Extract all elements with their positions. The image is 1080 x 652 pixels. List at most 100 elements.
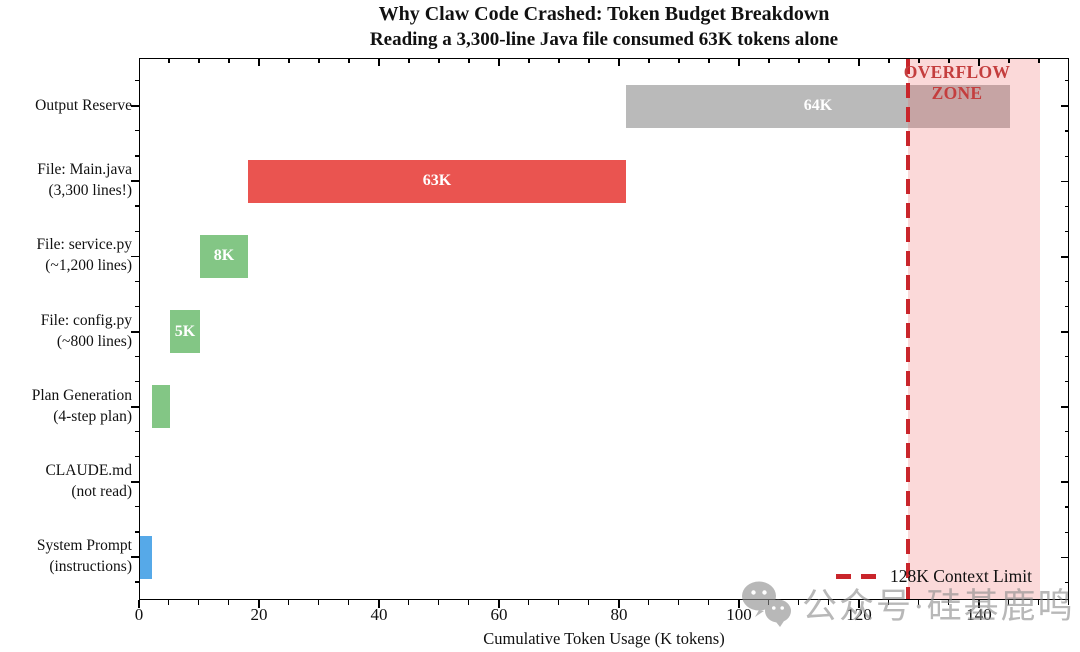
y-major-tick (131, 255, 139, 258)
y-right-tick (1064, 356, 1069, 358)
x-top-tick (198, 58, 200, 63)
bar-file-service-py: 8K (200, 234, 248, 278)
x-tick-label: 80 (610, 605, 628, 624)
dashed-line-legend-sample (836, 574, 876, 579)
y-right-tick (1064, 80, 1069, 82)
x-tick-label: 20 (250, 605, 268, 624)
x-minor-tick (768, 600, 770, 605)
y-tick-label: File: Main.java (3,300 lines!) (0, 159, 132, 201)
y-right-tick (1064, 205, 1069, 207)
x-top-tick (528, 58, 530, 63)
x-minor-tick (948, 600, 950, 605)
x-top-tick (588, 58, 590, 63)
bar-value-label: 5K (174, 322, 196, 340)
x-top-tick (498, 58, 501, 66)
y-axis-labels: Output Reserve File: Main.java (3,300 line… (0, 58, 132, 600)
bar-plan-generation (152, 385, 170, 429)
y-tick-label-line: (not read) (71, 483, 132, 500)
x-minor-tick (168, 600, 170, 605)
y-minor-tick (134, 280, 139, 282)
x-top-tick (648, 58, 650, 63)
x-top-tick (678, 58, 680, 63)
x-minor-tick (318, 600, 320, 605)
bar-file-main-java: 63K (248, 159, 626, 203)
y-right-tick (1061, 481, 1069, 484)
x-tick-label: 140 (966, 605, 992, 624)
overflow-zone-label: OVERFLOW ZONE (892, 62, 1022, 104)
x-minor-tick (918, 600, 920, 605)
x-minor-tick (348, 600, 350, 605)
y-minor-tick (134, 581, 139, 583)
y-minor-tick (134, 531, 139, 533)
x-top-tick (828, 58, 830, 63)
y-tick-label: CLAUDE.md (not read) (0, 460, 132, 502)
x-top-tick (288, 58, 290, 63)
bar-value-label: 8K (213, 247, 235, 265)
y-minor-tick (134, 130, 139, 132)
legend: 128K Context Limit (836, 566, 1032, 587)
x-minor-tick (1068, 600, 1070, 605)
x-minor-tick (828, 600, 830, 605)
overflow-zone-text-line: ZONE (931, 83, 983, 103)
y-right-tick (1061, 105, 1069, 108)
x-major-tick (618, 600, 621, 608)
x-minor-tick (468, 600, 470, 605)
x-tick-label: 0 (134, 605, 144, 624)
x-minor-tick (888, 600, 890, 605)
x-major-tick (498, 600, 501, 608)
x-top-tick (438, 58, 440, 63)
y-minor-tick (134, 456, 139, 458)
y-right-tick (1064, 506, 1069, 508)
x-top-tick (768, 58, 770, 63)
y-minor-tick (134, 355, 139, 358)
x-minor-tick (708, 600, 710, 605)
y-minor-tick (134, 155, 139, 157)
x-top-tick (798, 58, 800, 63)
x-minor-tick (798, 600, 800, 605)
y-major-tick (131, 556, 139, 559)
overflow-zone (908, 59, 1040, 599)
x-major-tick (738, 600, 741, 608)
y-major-tick (131, 180, 139, 183)
y-tick-label: File: config.py (~800 lines) (0, 310, 132, 352)
x-minor-tick (288, 600, 290, 605)
y-right-tick (1061, 180, 1069, 183)
y-right-tick (1064, 381, 1069, 383)
y-major-tick (131, 406, 139, 408)
y-major-tick (131, 105, 139, 107)
bar-system-prompt (140, 535, 152, 579)
y-right-tick (1064, 130, 1069, 132)
y-minor-tick (134, 80, 139, 82)
x-minor-tick (1008, 600, 1010, 605)
legend-label: 128K Context Limit (890, 566, 1032, 586)
x-minor-tick (588, 600, 590, 605)
x-minor-tick (198, 600, 200, 605)
x-major-tick (858, 600, 861, 608)
x-minor-tick (528, 600, 530, 605)
x-top-tick (918, 58, 920, 63)
y-tick-label: Output Reserve (0, 95, 132, 116)
x-tick-label: 40 (370, 605, 388, 624)
x-top-tick (168, 58, 170, 63)
bar-value-label: 63K (422, 172, 452, 190)
x-top-tick (378, 58, 381, 66)
y-minor-tick (134, 506, 139, 508)
x-top-tick (708, 58, 710, 63)
y-tick-label-line: File: Main.java (37, 161, 132, 179)
y-tick-label: System Prompt (instructions) (0, 535, 132, 577)
y-tick-label-line: File: config.py (40, 311, 132, 329)
x-tick-label: 60 (490, 605, 508, 624)
y-right-tick (1061, 330, 1069, 333)
context-limit-line (906, 59, 910, 599)
bar-file-config-py: 5K (170, 310, 200, 354)
y-minor-tick (134, 230, 139, 232)
y-tick-label: File: service.py (~1,200 lines) (0, 234, 132, 276)
overflow-zone-text-line: OVERFLOW (903, 62, 1011, 82)
x-top-tick (558, 58, 560, 63)
y-minor-tick (134, 380, 139, 383)
y-right-tick (1064, 581, 1069, 583)
plot-area: 64K 63K 8K 5K OVERFLOW ZONE (139, 58, 1069, 600)
x-tick-label: 100 (726, 605, 752, 624)
x-top-tick (408, 58, 410, 63)
x-minor-tick (558, 600, 560, 605)
